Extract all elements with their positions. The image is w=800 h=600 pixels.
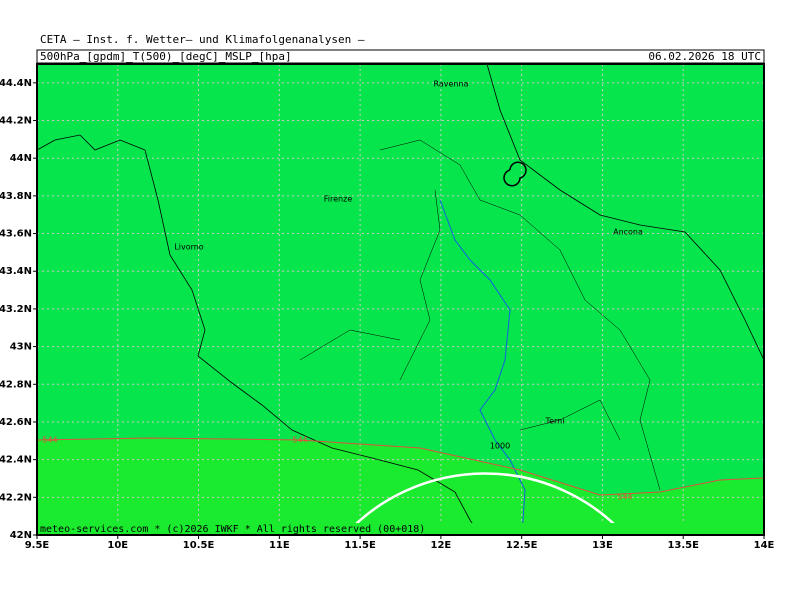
map-area: Ravenna Firenze Livorno Ancona Terni 544 544 54… [36, 63, 765, 536]
regional-borders [299, 139, 661, 491]
temperature-contour [36, 437, 765, 496]
x-tick-label: 14E [754, 540, 775, 551]
footer-text: meteo-services.com * (c)2026 IWKF * All … [40, 524, 425, 535]
header-title: CETA — Inst. f. Wetter— und Klimafolgena… [40, 33, 365, 46]
y-tick-label: 43N [10, 342, 32, 353]
city-label: Livorno [174, 243, 204, 252]
x-tick-label: 10.5E [183, 540, 215, 551]
contour-label: 544 [42, 436, 57, 445]
map-frame [36, 63, 765, 536]
y-tick-label: 42.4N [0, 455, 32, 466]
header-valid-time: 06.02.2026 18 UTC [648, 50, 761, 63]
axes: 9.5E 10E 10.5E 11E 11.5E 12E 12.5E 13E 13.5E 14E 4… [0, 78, 775, 551]
coastline-adriatic [486, 63, 765, 361]
contour-label: 544 [292, 436, 307, 445]
y-tick-label: 42N [10, 530, 32, 541]
x-tick-label: 12E [431, 540, 452, 551]
y-tick-label: 42.2N [0, 492, 32, 503]
city-label: Ravenna [434, 80, 469, 89]
city-label: Terni [545, 417, 565, 426]
x-tick-label: 13.5E [667, 540, 699, 551]
y-tick-label: 43.4N [0, 266, 32, 277]
x-tick-label: 11E [269, 540, 290, 551]
lake [503, 161, 527, 187]
contour-label: 1000 [490, 442, 510, 451]
contour-label: 544 [617, 493, 632, 502]
y-tick-label: 43.2N [0, 304, 32, 315]
footer-bar [37, 523, 764, 535]
x-tick-label: 12.5E [506, 540, 538, 551]
temperature-band [37, 438, 764, 535]
x-tick-label: 10E [107, 540, 128, 551]
y-tick-label: 43.8N [0, 191, 32, 202]
coastline-tyrrhenian [36, 134, 481, 536]
city-label: Ancona [613, 228, 643, 237]
isobar [344, 472, 626, 536]
city-label: Firenze [324, 195, 353, 204]
x-tick-label: 13E [592, 540, 613, 551]
river [439, 199, 526, 536]
y-tick-label: 44.4N [0, 78, 32, 89]
y-tick-label: 43.6N [0, 229, 32, 240]
y-tick-label: 44.2N [0, 116, 32, 127]
map-labels: Ravenna Firenze Livorno Ancona Terni 544 544 54… [42, 80, 643, 502]
x-tick-label: 11.5E [344, 540, 376, 551]
header-parameters: 500hPa_[gpdm]_T(500)_[degC]_MSLP_[hpa] [40, 50, 292, 63]
x-tick-label: 9.5E [25, 540, 50, 551]
y-tick-label: 42.6N [0, 417, 32, 428]
y-tick-label: 44N [10, 153, 32, 164]
y-tick-label: 42.8N [0, 379, 32, 390]
